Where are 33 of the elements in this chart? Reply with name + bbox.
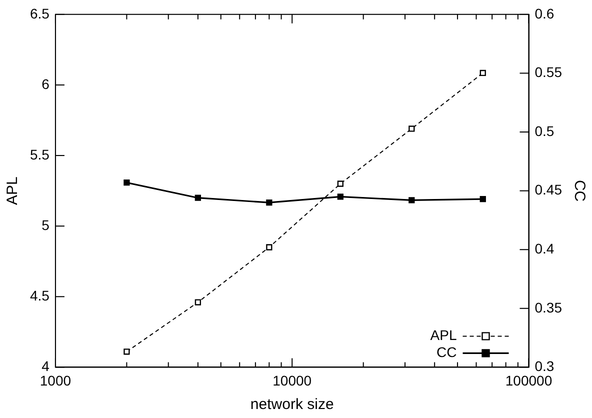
x-axis-title: network size [250,396,334,414]
y2-tick-label: 0.35 [534,299,562,316]
y-tick-label: 5.5 [30,146,50,162]
point [408,197,415,204]
point [480,196,486,202]
x-tick-label: 1000 [40,372,72,388]
y-tick-label: 6.5 [30,5,50,22]
y-tick-label: 4.5 [30,288,50,304]
point [337,180,344,187]
x-tick-label: 100000 [505,372,552,388]
y-tick-label: 4 [42,358,50,374]
point [480,70,486,76]
y2-tick-label: 0.4 [534,240,554,256]
legend-label: CC [436,344,457,360]
point [194,194,202,201]
point [194,299,202,306]
y2-tick-label: 0.3 [534,358,554,374]
y2-tick-label: 0.5 [534,122,554,139]
legend-label: APL [430,327,457,344]
y2-tick-label: 0.6 [534,5,554,22]
point [124,179,130,186]
y2-axis-title: CC [570,180,588,202]
x-tick-label: 10000 [272,372,312,388]
y2-tick-label: 0.45 [534,182,562,198]
y-axis-title: APL [4,176,22,205]
point [337,194,344,200]
point [266,199,272,206]
point [124,348,130,355]
y-tick-label: 5 [42,216,50,233]
y2-tick-label: 0.55 [534,64,562,80]
point [266,244,272,250]
point [408,126,415,132]
y-tick-label: 6 [42,76,50,92]
